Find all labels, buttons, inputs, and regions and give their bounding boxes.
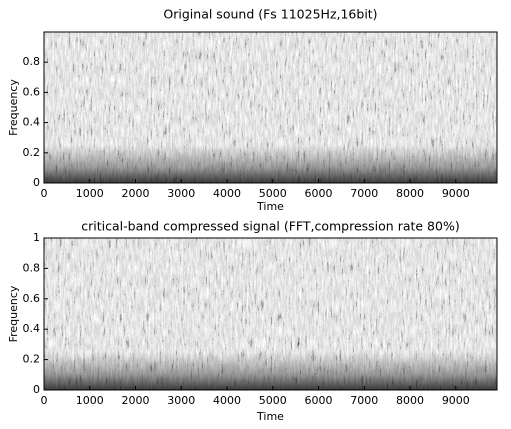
x-tick-label: 2000 [122,394,150,407]
x-tick-label: 8000 [396,187,424,200]
x-tick-label: 6000 [305,187,333,200]
x-tick-label: 2000 [122,187,150,200]
spectrogram-low-band [44,238,497,390]
x-tick-label: 9000 [442,187,470,200]
x-tick-label: 5000 [259,394,287,407]
chart-title: Original sound (Fs 11025Hz,16bit) [163,7,377,22]
y-tick-label: 0.6 [23,85,41,98]
x-tick-label: 5000 [259,187,287,200]
x-tick-label: 0 [41,394,48,407]
x-tick-label: 0 [41,187,48,200]
y-tick-label: 0.4 [23,116,41,129]
x-axis-label: Time [256,410,284,423]
x-tick-label: 3000 [167,394,195,407]
plot-frame [43,237,498,391]
plot-frame [43,31,498,184]
y-tick-label: 0 [33,383,40,396]
y-tick-label: 0.6 [23,292,41,305]
y-tick-label: 0.2 [23,353,41,366]
y-tick-label: 1 [33,231,40,244]
y-tick-label: 0.2 [23,146,41,159]
y-tick-label: 0.4 [23,322,41,335]
y-tick-label: 0 [33,176,40,189]
y-axis-label: Frequency [7,285,20,342]
spectrogram-low-band [44,32,497,183]
chart-title: critical-band compressed signal (FFT,com… [81,219,459,234]
y-tick-label: 0.8 [23,55,41,68]
x-tick-label: 9000 [442,394,470,407]
x-axis-label: Time [256,200,284,213]
x-tick-label: 6000 [305,394,333,407]
x-tick-label: 4000 [213,394,241,407]
y-tick-label: 0.8 [23,261,41,274]
x-tick-label: 1000 [76,187,104,200]
x-tick-label: 7000 [350,187,378,200]
y-axis-label: Frequency [7,79,20,136]
x-tick-label: 1000 [76,394,104,407]
x-tick-label: 8000 [396,394,424,407]
x-tick-label: 4000 [213,187,241,200]
x-tick-label: 3000 [167,187,195,200]
x-tick-label: 7000 [350,394,378,407]
